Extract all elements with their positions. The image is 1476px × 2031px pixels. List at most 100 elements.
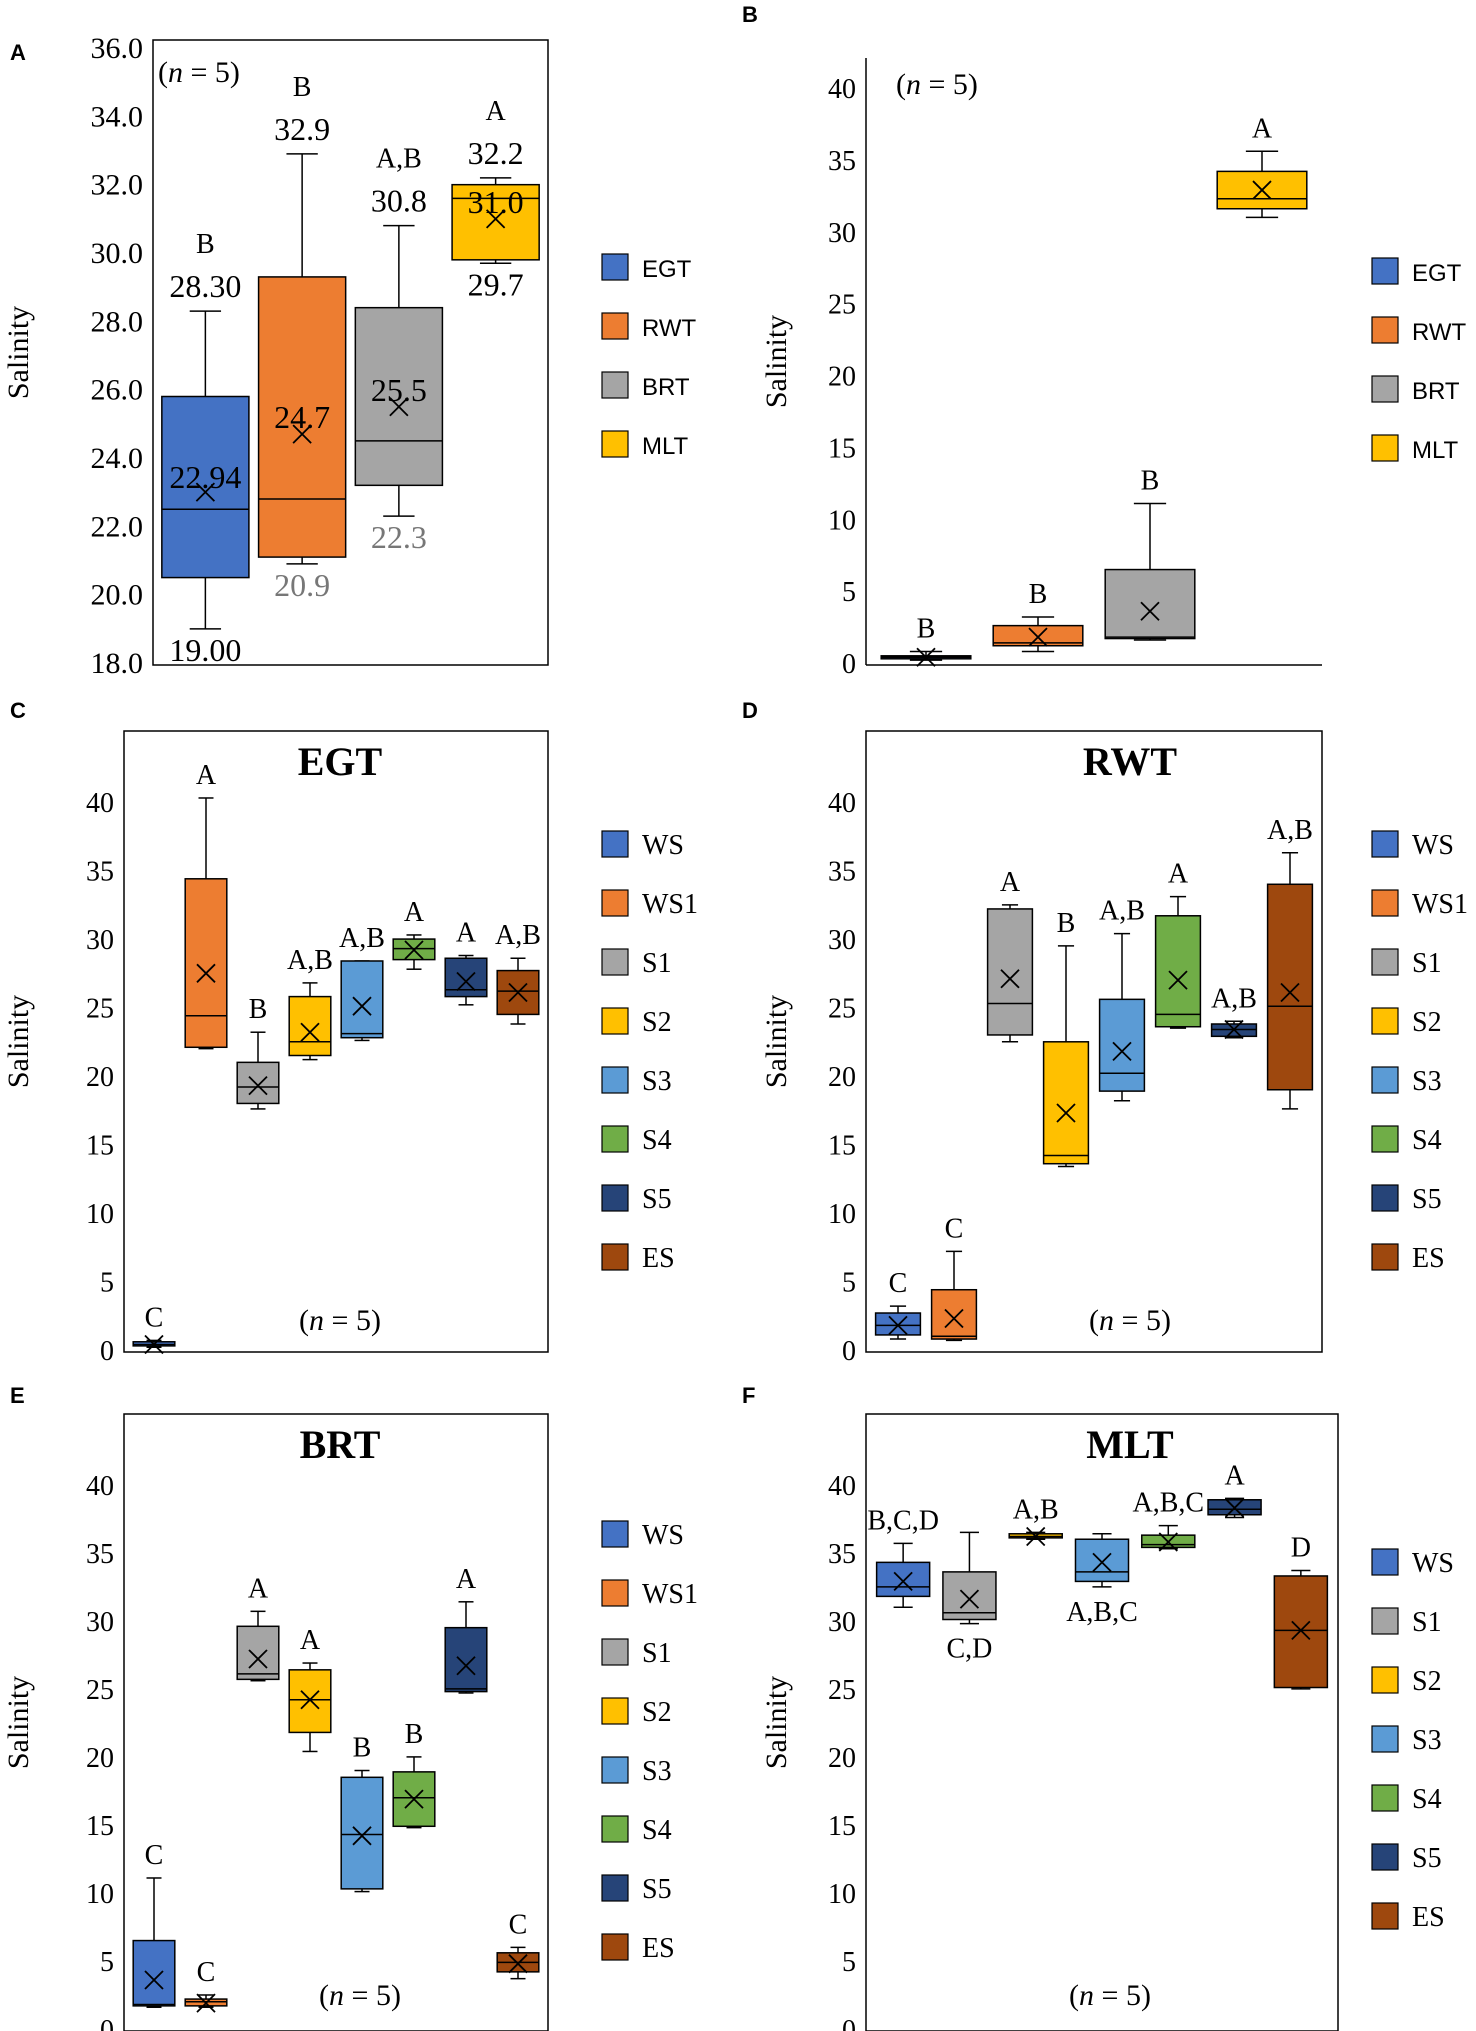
- legend-item-ES: ES: [1371, 1902, 1445, 1933]
- sample-size-note: (n = 5): [319, 1979, 401, 2012]
- legend-swatch: [1371, 889, 1399, 917]
- value-label: 30.8: [371, 183, 427, 219]
- legend-swatch: [601, 1756, 629, 1784]
- box-RWT: B 32.9 24.7 20.9: [257, 72, 347, 603]
- plot-frame: [865, 1413, 1339, 2031]
- legend-item-RWT: RWT: [1371, 316, 1467, 346]
- y-tick-label: 35: [86, 857, 114, 888]
- y-tick-label: 25: [828, 994, 856, 1025]
- legend-label: S4: [642, 1815, 672, 1846]
- y-tick-label: 10: [828, 505, 856, 536]
- mean-marker: [404, 940, 424, 960]
- legend-item-ES: ES: [601, 1933, 675, 1964]
- legend-label: WS: [642, 1520, 684, 1551]
- legend-swatch: [601, 430, 629, 458]
- y-axis-label: Salinity: [760, 1676, 793, 1769]
- legend-item-S5: S5: [1371, 1184, 1442, 1215]
- y-tick-label: 0: [100, 2015, 114, 2031]
- significance-letter: A,B: [1099, 896, 1145, 927]
- box-S3: A,B: [339, 923, 385, 1042]
- box-WS: C: [874, 1268, 922, 1340]
- box-iqr: [1098, 998, 1146, 1092]
- significance-letter: A,B: [339, 923, 385, 954]
- box-WS: B,C,D: [867, 1505, 939, 1609]
- box-S4: A,B,C: [1132, 1488, 1204, 1552]
- value-label: 19.00: [169, 632, 241, 668]
- value-label: 22.94: [169, 459, 241, 495]
- box-S5: A,B: [1210, 983, 1258, 1040]
- legend-label: S3: [1412, 1725, 1442, 1756]
- legend-item-S5: S5: [601, 1874, 672, 1905]
- y-tick-label: 30: [828, 1607, 856, 1638]
- panel-letter: C: [10, 698, 26, 723]
- box-iqr: [340, 960, 384, 1039]
- legend-label: S4: [642, 1125, 672, 1156]
- box-S4: B: [392, 1719, 436, 1829]
- box-iqr: [1074, 1538, 1130, 1583]
- significance-letter: A,B: [495, 920, 541, 951]
- y-tick-label: 5: [842, 1268, 856, 1299]
- legend-label: S3: [642, 1066, 672, 1097]
- legend-swatch: [601, 1184, 629, 1212]
- y-tick-label: 18.0: [91, 647, 144, 680]
- y-tick-label: 24.0: [91, 442, 144, 475]
- legend-item-S1: S1: [1371, 948, 1442, 979]
- y-tick-label: 15: [828, 433, 856, 464]
- box-MLT: A: [1216, 113, 1308, 219]
- y-tick-label: 15: [828, 1811, 856, 1842]
- legend-label: WS: [1412, 1548, 1454, 1579]
- box-S3: A,B: [1098, 896, 1146, 1102]
- box-iqr: [288, 1669, 332, 1734]
- legend-item-MLT: MLT: [601, 430, 689, 460]
- legend-item-ES: ES: [1371, 1243, 1445, 1274]
- mean-marker: [1280, 982, 1300, 1003]
- mean-marker: [1026, 1526, 1046, 1547]
- mean-marker: [292, 424, 312, 444]
- y-tick-label: 30: [828, 925, 856, 956]
- y-tick-label: 20: [86, 1062, 114, 1093]
- box-iqr: [992, 624, 1084, 647]
- box-BRT: B: [1104, 465, 1196, 641]
- mean-marker: [1168, 970, 1188, 990]
- significance-letter: C,D: [946, 1634, 992, 1665]
- box-WS1: C: [930, 1213, 978, 1342]
- legend-swatch: [601, 1243, 629, 1271]
- mean-marker: [1092, 1552, 1112, 1572]
- box-iqr: [1154, 915, 1202, 1028]
- mean-marker: [144, 1970, 164, 1990]
- legend-swatch: [601, 1638, 629, 1666]
- y-tick-label: 15: [86, 1131, 114, 1162]
- value-label: 31.0: [468, 184, 524, 220]
- legend-swatch: [601, 253, 629, 281]
- box-S1: B: [236, 994, 280, 1110]
- significance-letter: B: [405, 1719, 424, 1750]
- significance-letter: C: [145, 1840, 164, 1871]
- legend-label: WS: [642, 830, 684, 861]
- mean-marker: [893, 1571, 913, 1592]
- legend-item-BRT: BRT: [1371, 375, 1460, 405]
- legend-label: ES: [1412, 1902, 1445, 1933]
- mean-marker: [456, 1656, 476, 1676]
- box-iqr: [236, 1061, 280, 1105]
- significance-letter: C: [509, 1909, 528, 1940]
- legend-label: S5: [1412, 1843, 1442, 1874]
- value-label: 22.3: [371, 519, 427, 555]
- y-axis-label: Salinity: [760, 995, 793, 1088]
- legend-item-S5: S5: [601, 1184, 672, 1215]
- legend-label: WS1: [642, 889, 698, 920]
- y-tick-label: 35: [86, 1539, 114, 1570]
- legend-item-WS: WS: [601, 830, 684, 861]
- y-tick-label: 20: [86, 1743, 114, 1774]
- sample-size-note: (n = 5): [1069, 1979, 1151, 2012]
- significance-letter: A: [248, 1573, 269, 1604]
- plot-frame: [865, 730, 1323, 1353]
- significance-letter: B: [1029, 579, 1048, 610]
- box-iqr: [288, 995, 332, 1057]
- box-EGT: B: [880, 614, 972, 667]
- y-axis-label: Salinity: [2, 995, 35, 1088]
- mean-marker: [144, 1334, 164, 1355]
- significance-letter: C: [145, 1302, 164, 1333]
- y-tick-label: 20: [828, 1062, 856, 1093]
